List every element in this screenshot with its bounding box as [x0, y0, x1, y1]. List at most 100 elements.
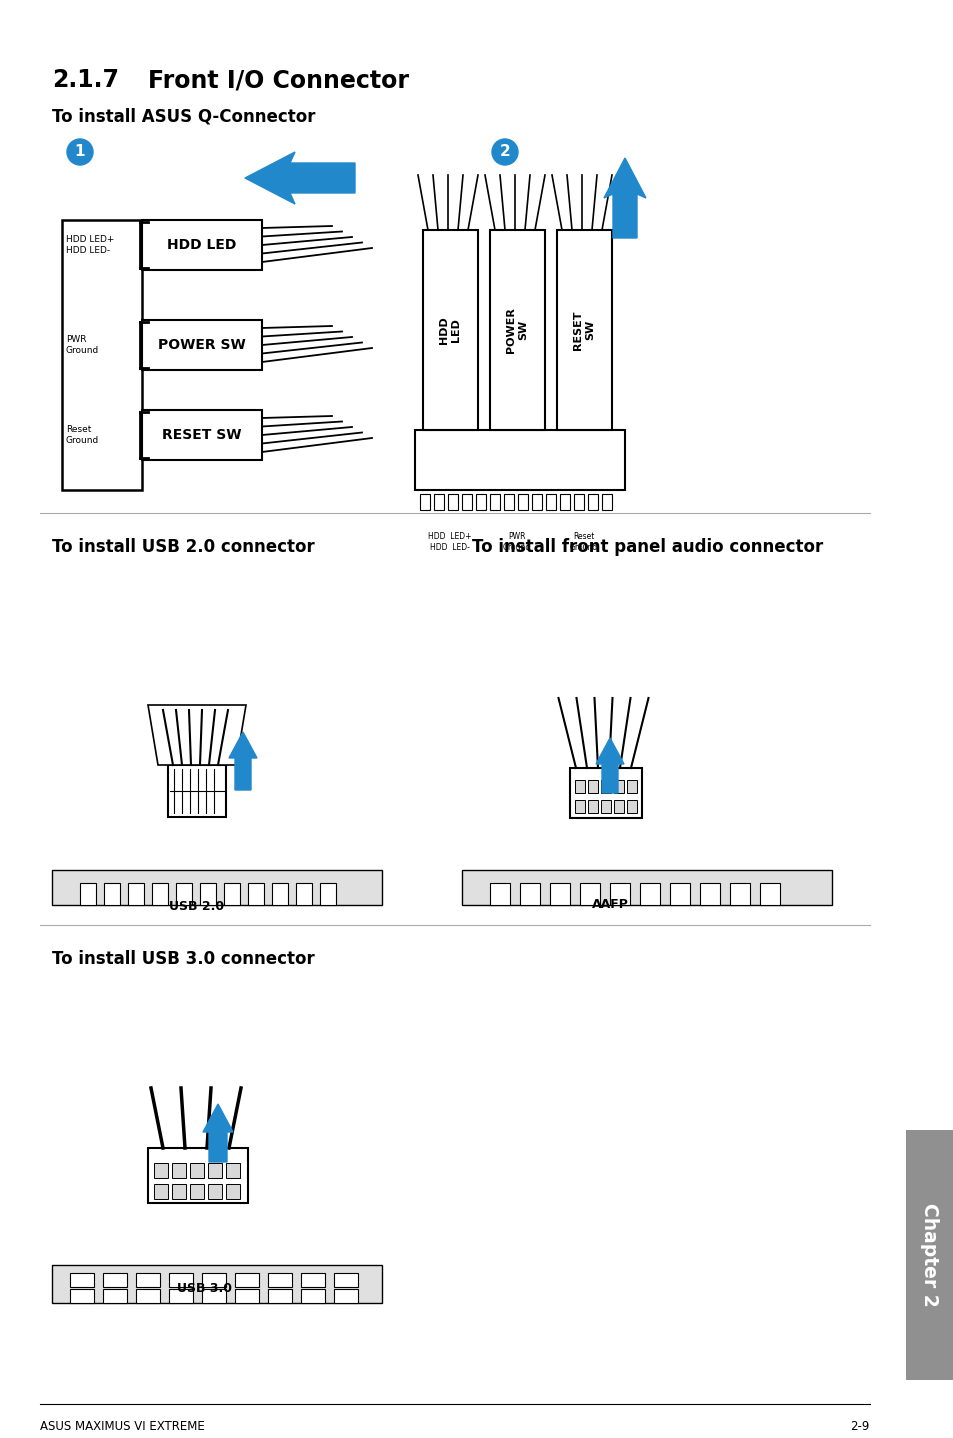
FancyBboxPatch shape [104, 883, 120, 905]
FancyBboxPatch shape [190, 1163, 204, 1178]
Text: POWER
SW: POWER SW [505, 308, 528, 352]
FancyBboxPatch shape [422, 230, 477, 430]
FancyArrow shape [203, 1104, 233, 1162]
FancyArrow shape [596, 738, 623, 792]
Text: PWR
Ground: PWR Ground [66, 335, 99, 355]
Text: HDD LED: HDD LED [167, 239, 236, 252]
FancyBboxPatch shape [128, 883, 144, 905]
FancyBboxPatch shape [517, 495, 527, 510]
FancyBboxPatch shape [461, 870, 831, 905]
FancyBboxPatch shape [268, 1288, 292, 1303]
FancyBboxPatch shape [103, 1273, 127, 1287]
Text: Front I/O Connector: Front I/O Connector [148, 68, 409, 92]
FancyBboxPatch shape [268, 1273, 292, 1287]
Text: Reset
Ground: Reset Ground [66, 424, 99, 446]
FancyBboxPatch shape [415, 430, 624, 490]
Text: AAFP: AAFP [591, 897, 628, 912]
FancyBboxPatch shape [334, 1273, 357, 1287]
FancyBboxPatch shape [503, 495, 514, 510]
FancyBboxPatch shape [136, 1288, 160, 1303]
Text: To install USB 2.0 connector: To install USB 2.0 connector [52, 538, 314, 557]
Text: To install front panel audio connector: To install front panel audio connector [472, 538, 822, 557]
FancyBboxPatch shape [587, 800, 598, 812]
FancyBboxPatch shape [142, 410, 262, 460]
Text: 2.1.7: 2.1.7 [52, 68, 119, 92]
FancyArrow shape [245, 152, 355, 204]
FancyBboxPatch shape [153, 1183, 168, 1199]
Polygon shape [148, 705, 246, 765]
FancyBboxPatch shape [760, 883, 780, 905]
FancyBboxPatch shape [200, 883, 215, 905]
Text: RESET SW: RESET SW [162, 429, 241, 441]
Text: Chapter 2: Chapter 2 [920, 1204, 939, 1307]
FancyBboxPatch shape [626, 779, 637, 792]
FancyBboxPatch shape [234, 1288, 258, 1303]
FancyBboxPatch shape [614, 800, 623, 812]
FancyBboxPatch shape [169, 1273, 193, 1287]
Text: Reset
Ground: Reset Ground [569, 532, 598, 552]
FancyArrow shape [603, 158, 645, 239]
FancyBboxPatch shape [136, 1273, 160, 1287]
Text: To install USB 3.0 connector: To install USB 3.0 connector [52, 951, 314, 968]
FancyArrow shape [229, 732, 256, 789]
FancyBboxPatch shape [62, 220, 142, 490]
Text: 2-9: 2-9 [850, 1419, 869, 1434]
Text: POWER SW: POWER SW [158, 338, 246, 352]
FancyBboxPatch shape [169, 1288, 193, 1303]
FancyBboxPatch shape [172, 1183, 186, 1199]
FancyBboxPatch shape [319, 883, 335, 905]
FancyBboxPatch shape [461, 495, 472, 510]
FancyBboxPatch shape [579, 883, 599, 905]
FancyBboxPatch shape [587, 495, 598, 510]
FancyBboxPatch shape [545, 495, 556, 510]
FancyBboxPatch shape [334, 1288, 357, 1303]
FancyBboxPatch shape [601, 495, 612, 510]
FancyBboxPatch shape [175, 883, 192, 905]
FancyBboxPatch shape [476, 495, 485, 510]
FancyBboxPatch shape [532, 495, 541, 510]
Text: RESET
SW: RESET SW [572, 311, 595, 349]
Text: PWR
Ground: PWR Ground [502, 532, 531, 552]
Text: To install ASUS Q-Connector: To install ASUS Q-Connector [52, 108, 315, 127]
FancyBboxPatch shape [142, 321, 262, 370]
FancyBboxPatch shape [248, 883, 264, 905]
FancyBboxPatch shape [419, 495, 430, 510]
FancyBboxPatch shape [905, 1130, 953, 1380]
FancyBboxPatch shape [208, 1163, 222, 1178]
Circle shape [492, 139, 517, 165]
Text: USB 2.0: USB 2.0 [170, 900, 224, 913]
FancyBboxPatch shape [208, 1183, 222, 1199]
FancyBboxPatch shape [52, 870, 381, 905]
FancyBboxPatch shape [70, 1288, 94, 1303]
Text: HDD  LED+
HDD  LED-: HDD LED+ HDD LED- [428, 532, 471, 552]
FancyBboxPatch shape [575, 800, 584, 812]
Text: 1: 1 [74, 144, 85, 160]
FancyBboxPatch shape [224, 883, 240, 905]
FancyBboxPatch shape [202, 1273, 226, 1287]
FancyBboxPatch shape [550, 883, 569, 905]
FancyBboxPatch shape [569, 768, 641, 818]
Text: 2: 2 [499, 144, 510, 160]
FancyBboxPatch shape [234, 1273, 258, 1287]
FancyBboxPatch shape [226, 1163, 240, 1178]
FancyBboxPatch shape [301, 1273, 325, 1287]
FancyBboxPatch shape [153, 1163, 168, 1178]
FancyBboxPatch shape [80, 883, 96, 905]
FancyBboxPatch shape [587, 779, 598, 792]
FancyBboxPatch shape [272, 883, 288, 905]
FancyBboxPatch shape [609, 883, 629, 905]
FancyBboxPatch shape [519, 883, 539, 905]
FancyBboxPatch shape [614, 779, 623, 792]
FancyBboxPatch shape [600, 800, 610, 812]
FancyBboxPatch shape [490, 495, 499, 510]
FancyBboxPatch shape [52, 1265, 381, 1303]
FancyBboxPatch shape [142, 220, 262, 270]
FancyBboxPatch shape [639, 883, 659, 905]
FancyBboxPatch shape [669, 883, 689, 905]
FancyBboxPatch shape [575, 779, 584, 792]
FancyBboxPatch shape [557, 230, 612, 430]
FancyBboxPatch shape [301, 1288, 325, 1303]
Circle shape [67, 139, 92, 165]
FancyBboxPatch shape [190, 1183, 204, 1199]
FancyBboxPatch shape [559, 495, 569, 510]
